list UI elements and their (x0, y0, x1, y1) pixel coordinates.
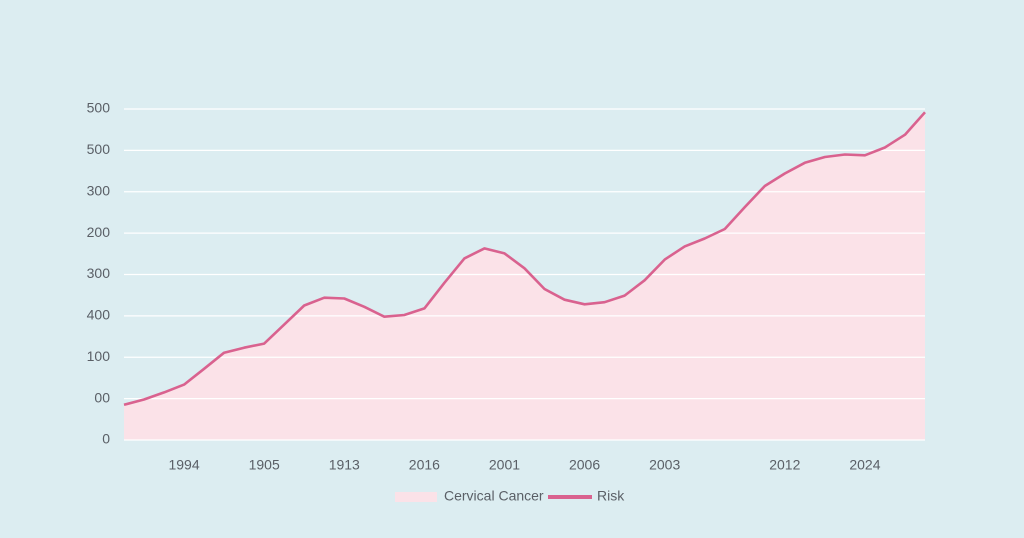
y-tick-label: 200 (87, 224, 111, 240)
line (123, 111, 926, 407)
y-tick-label: 300 (87, 182, 111, 198)
x-tick-label: 1913 (329, 457, 360, 473)
x-tick-label: 1994 (168, 457, 199, 473)
y-tick-label: 300 (87, 265, 111, 281)
y-tick-label: 500 (87, 141, 111, 157)
x-tick-label: 2024 (849, 457, 880, 473)
y-tick-label: 0 (102, 431, 110, 447)
x-tick-label: 2012 (769, 457, 800, 473)
y-tick-label: 100 (87, 348, 111, 364)
y-tick-label: 500 (87, 100, 111, 116)
legend-label: Risk (597, 488, 625, 504)
y-tick-label: 00 (94, 389, 110, 405)
x-tick-label: 2016 (409, 457, 440, 473)
x-tick-label: 2006 (569, 457, 600, 473)
x-tick-label: 2001 (489, 457, 520, 473)
area-fill (124, 112, 925, 441)
legend-label: Cervical Cancer (444, 488, 544, 504)
x-tick-label: 1905 (249, 457, 280, 473)
x-tick-label: 2003 (649, 457, 680, 473)
legend-swatch-fill (395, 492, 437, 502)
y-tick-label: 400 (87, 307, 111, 323)
